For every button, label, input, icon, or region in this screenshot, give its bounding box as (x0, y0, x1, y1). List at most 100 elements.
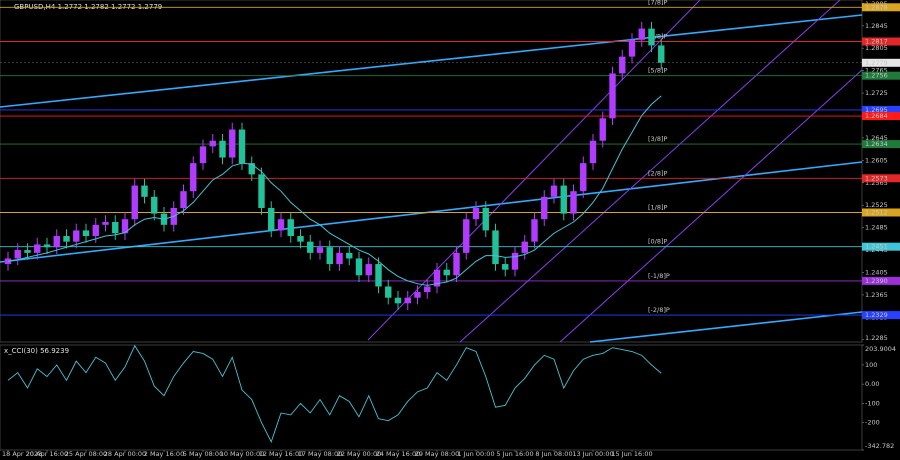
y-tick-label: 0.00 (865, 380, 879, 388)
y-tick-label: -342.782 (865, 442, 894, 450)
level-label: [-2/8]P (648, 306, 670, 314)
candle-body (297, 236, 304, 242)
candle-body (570, 191, 577, 214)
candle-body (609, 73, 616, 119)
channel-line (367, 0, 701, 341)
price-box-label: 1.2878 (865, 3, 888, 11)
y-tick-label: -200 (865, 419, 880, 427)
price-box-label: 1.2512 (865, 208, 888, 216)
candle-body (394, 297, 402, 304)
candle-body (550, 185, 558, 197)
y-tick-label: 1.2605 (865, 156, 888, 164)
candle-body (658, 45, 665, 63)
candle-body (521, 241, 528, 253)
candle-body (531, 219, 538, 242)
price-box (862, 276, 900, 285)
candle-body (121, 219, 129, 234)
current-price-label: 1.2779 (865, 59, 888, 67)
y-tick-label: 1.2565 (865, 179, 888, 187)
candle-body (229, 129, 236, 158)
candle-body (492, 230, 499, 265)
candle-body (589, 140, 597, 164)
x-tick-label: 15 Jun 16:00 (611, 450, 652, 458)
price-box-label: 1.2684 (865, 112, 888, 120)
candle-body (63, 236, 70, 242)
candle-body (151, 196, 158, 214)
price-box-label: 1.2695 (865, 106, 888, 114)
x-tick-label: 10 May 00:00 (220, 450, 265, 458)
candle-body (73, 230, 80, 242)
x-tick-label: 8 Jun 08:00 (535, 450, 572, 458)
x-tick-label: 22 May 00:00 (337, 450, 382, 458)
y-tick-label: 1.2485 (865, 224, 888, 232)
candle-body (14, 250, 21, 259)
candle-body (102, 222, 109, 225)
price-box (862, 105, 900, 114)
price-box-label: 1.2756 (865, 72, 888, 80)
x-tick-label: 17 May 08:00 (298, 450, 343, 458)
y-tick-label: 1.2765 (865, 67, 888, 75)
candle-body (199, 146, 207, 164)
candle-body (404, 297, 411, 304)
y-tick-label: 1.2845 (865, 22, 888, 30)
level-label: [2/8]P (648, 169, 668, 177)
price-box-label: 1.2634 (865, 140, 888, 148)
x-tick-label: 18 Apr 2023 (2, 450, 42, 458)
level-label: [5/8]P (648, 67, 668, 75)
trend-line (589, 311, 863, 343)
candle-body (580, 163, 587, 192)
candle-body (316, 247, 324, 253)
y-tick-label: 1.2405 (865, 268, 888, 276)
candle-body (219, 140, 226, 158)
moving-average (7, 95, 662, 286)
candle-body (619, 56, 626, 74)
candle-body (268, 208, 275, 231)
candle-body (34, 244, 41, 253)
candle-body (209, 140, 216, 147)
level-label: [6/8]P (648, 32, 668, 40)
x-tick-label: 13 Jun 00:00 (572, 450, 613, 458)
candle-body (453, 252, 460, 276)
candle-body (541, 196, 548, 220)
price-box (862, 174, 900, 183)
candle-body (424, 286, 431, 293)
current-price-box (862, 58, 900, 67)
x-tick-label: 25 Apr 08:00 (65, 450, 107, 458)
candle-body (43, 244, 51, 248)
price-box-label: 1.2329 (865, 311, 888, 319)
x-tick-label: 20 Apr 16:00 (26, 450, 68, 458)
x-tick-label: 5 May 08:00 (183, 450, 223, 458)
candle-body (190, 163, 197, 192)
candle-body (92, 224, 99, 237)
price-box-label: 1.2390 (865, 277, 888, 285)
y-tick-label: 1.2725 (865, 89, 888, 97)
candle-body (336, 252, 343, 265)
candle-body (511, 252, 519, 270)
y-tick-label: 1.2365 (865, 291, 888, 299)
y-tick-label: 1.2285 (865, 334, 888, 342)
candle-body (248, 163, 255, 175)
price-box (862, 140, 900, 149)
level-label: [7/8]P (648, 0, 668, 6)
candle-body (443, 269, 450, 276)
candle-body (628, 39, 636, 57)
candle-body (24, 250, 31, 253)
candle-body (112, 222, 119, 234)
price-box (862, 311, 900, 320)
level-label: [-1/8]P (648, 272, 670, 280)
channel-line (559, 69, 863, 343)
y-tick-label: 1.2805 (865, 44, 888, 52)
candle-body (502, 264, 509, 270)
candle-body (472, 208, 480, 220)
price-box (862, 71, 900, 80)
price-box (862, 208, 900, 217)
price-box (862, 242, 900, 251)
price-box (862, 112, 900, 121)
channel-line (459, 0, 841, 343)
x-tick-label: 28 Apr 00:00 (104, 450, 146, 458)
candle-body (365, 264, 372, 276)
candle-body (375, 264, 382, 287)
candle-body (180, 191, 187, 209)
x-tick-label: 12 May 16:00 (259, 450, 304, 458)
y-tick-label: 100 (865, 361, 877, 369)
